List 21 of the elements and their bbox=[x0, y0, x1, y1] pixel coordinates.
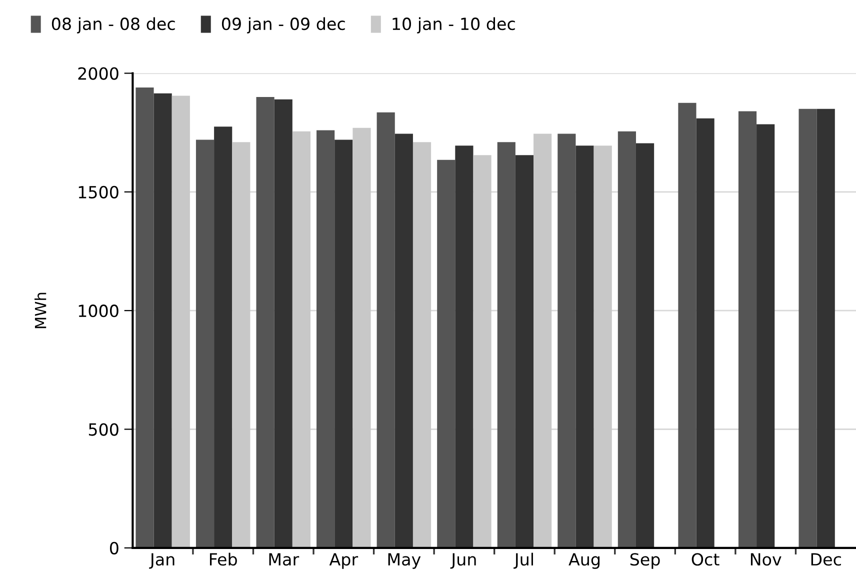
y-tick-label: 500 bbox=[88, 423, 118, 436]
y-tick-label: 1500 bbox=[78, 186, 118, 198]
x-tick-label: Jan bbox=[149, 553, 174, 569]
x-tick-label: Oct bbox=[692, 553, 720, 566]
x-tick-label: Jun bbox=[450, 553, 476, 569]
x-tick-label: May bbox=[388, 553, 421, 569]
legend-label: 10 jan - 10 dec bbox=[392, 17, 515, 34]
legend-label: 08 jan - 08 dec bbox=[52, 17, 175, 34]
y-tick-label: 1000 bbox=[78, 304, 118, 318]
x-tick-label: Jul bbox=[514, 552, 533, 569]
x-tick-label: Aug bbox=[568, 553, 600, 569]
x-tick-label: Dec bbox=[811, 553, 841, 566]
x-tick-label: Mar bbox=[269, 553, 300, 566]
x-tick-label: Feb bbox=[210, 552, 237, 566]
x-tick-label: Nov bbox=[750, 553, 782, 566]
y-axis-title: MWh bbox=[34, 292, 46, 328]
x-tick-label: Sep bbox=[630, 553, 660, 569]
y-tick-label: 2000 bbox=[78, 67, 118, 80]
y-tick-label: 0 bbox=[110, 542, 118, 554]
x-tick-label: Apr bbox=[329, 553, 358, 569]
legend-label: 09 jan - 09 dec bbox=[222, 17, 345, 34]
